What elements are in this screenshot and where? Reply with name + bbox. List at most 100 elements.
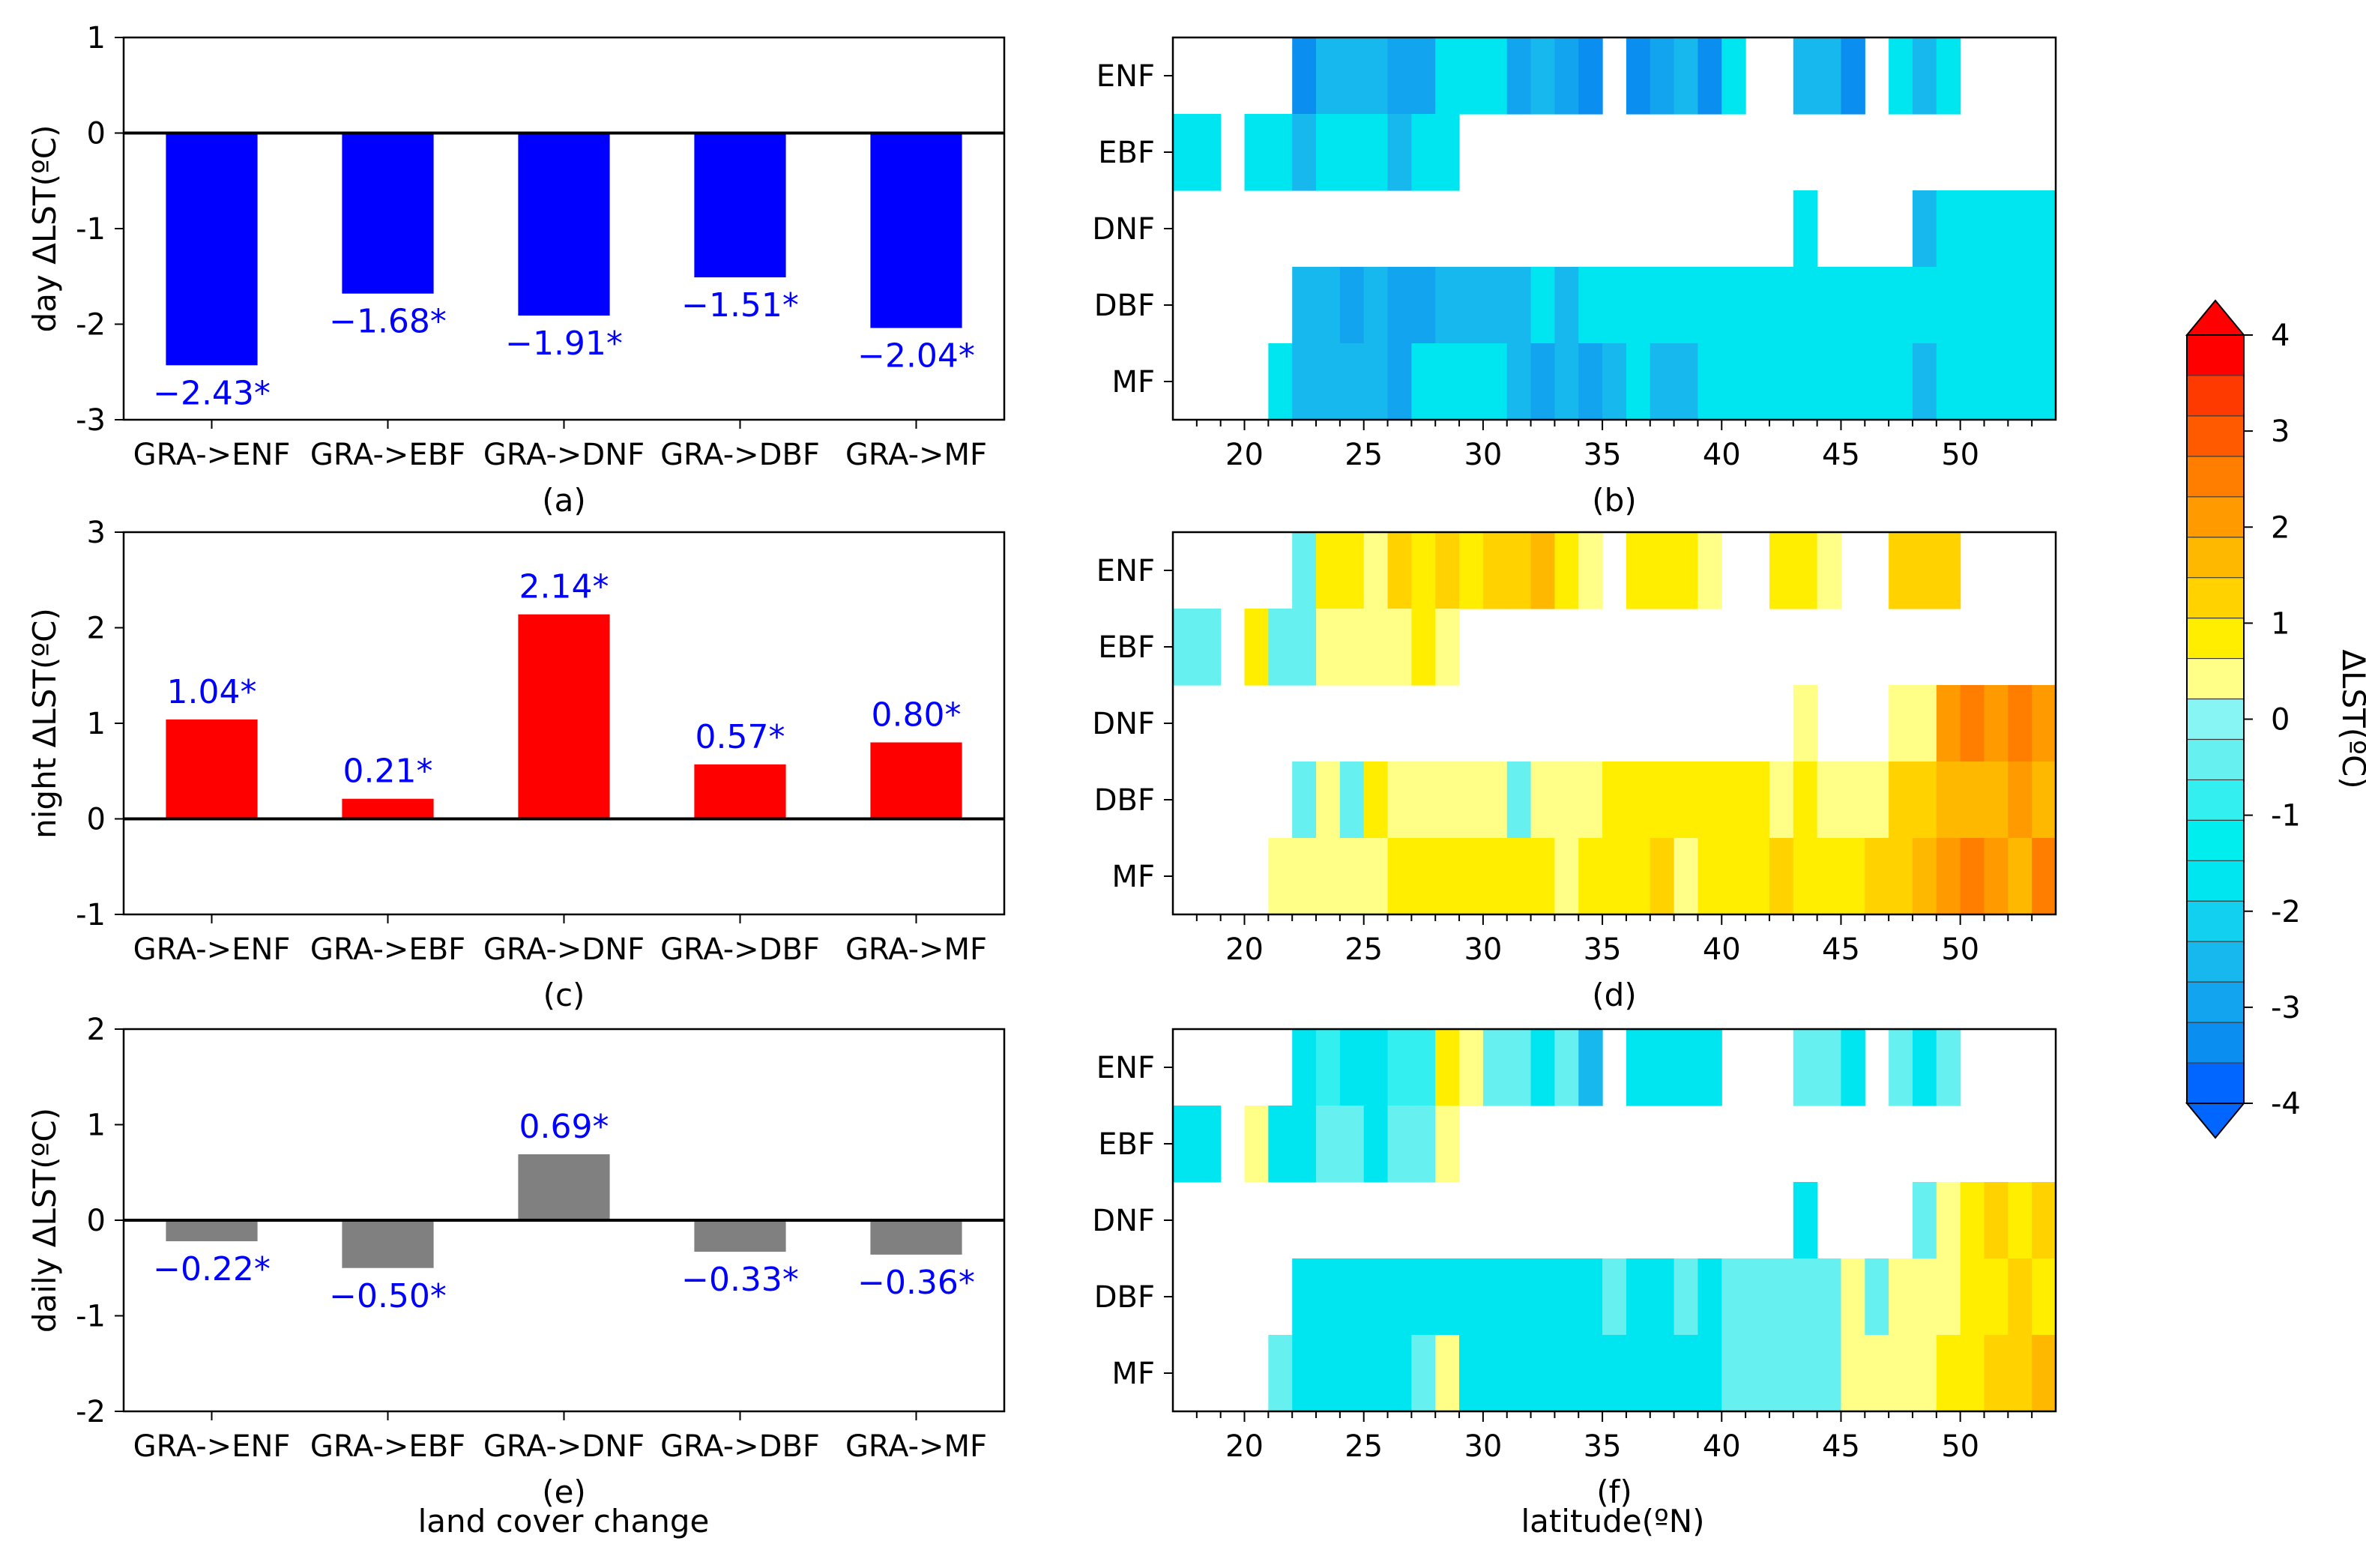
x-tick-label-e-4: GRA->MF	[845, 1429, 987, 1464]
cell-d-enf-48	[1912, 532, 1937, 609]
cell-d-enf-33	[1554, 532, 1579, 609]
cell-d-mf-23	[1316, 838, 1341, 915]
row-label-b-0: ENF	[1096, 59, 1155, 94]
cell-f-dbf-51	[1984, 1258, 2009, 1336]
cell-b-dbf-52	[2008, 267, 2032, 344]
colorbar-segment-9	[2187, 699, 2244, 740]
x-tick-label-f-5: 45	[1822, 1429, 1860, 1464]
cell-f-dbf-36	[1626, 1258, 1651, 1336]
cell-f-dbf-22	[1292, 1258, 1317, 1336]
cell-d-ebf-28	[1435, 609, 1460, 686]
cell-d-enf-32	[1530, 532, 1556, 609]
x-tick-label-c-2: GRA->DNF	[483, 932, 645, 967]
data-label-a-1: −1.68*	[329, 303, 447, 341]
cell-d-mf-53	[2032, 838, 2056, 915]
cell-d-mf-30	[1482, 838, 1508, 915]
row-label-d-4: MF	[1111, 860, 1155, 894]
cell-d-dbf-52	[2008, 762, 2032, 839]
cell-f-dbf-44	[1817, 1258, 1842, 1336]
x-tick-label-e-2: GRA->DNF	[483, 1429, 645, 1464]
bar-c-0	[166, 719, 258, 819]
colorbar-segment-11	[2187, 618, 2244, 660]
cell-f-enf-23	[1316, 1029, 1341, 1106]
x-tick-label-d-6: 50	[1941, 932, 1979, 967]
heatmap-x-axis-label: latitude(ºN)	[1521, 1503, 1704, 1540]
row-label-b-2: DNF	[1092, 212, 1155, 247]
cell-d-ebf-18	[1196, 609, 1222, 686]
cell-b-enf-36	[1626, 37, 1651, 115]
x-tick-label-b-5: 45	[1822, 438, 1860, 472]
cell-b-dbf-22	[1292, 267, 1317, 344]
cell-f-ebf-25	[1363, 1106, 1389, 1183]
x-tick-label-d-3: 35	[1584, 932, 1622, 967]
cell-b-enf-26	[1387, 37, 1412, 115]
cell-b-ebf-25	[1363, 114, 1389, 191]
row-label-f-1: EBF	[1098, 1127, 1155, 1162]
cell-f-dbf-43	[1793, 1258, 1818, 1336]
cell-f-enf-36	[1626, 1029, 1651, 1106]
colorbar-segment-17	[2187, 375, 2244, 417]
row-label-b-4: MF	[1111, 365, 1155, 399]
cell-d-dnf-49	[1936, 685, 1961, 762]
cell-b-dbf-38	[1674, 267, 1699, 344]
cell-f-ebf-28	[1435, 1106, 1460, 1183]
cell-d-enf-28	[1435, 532, 1460, 609]
panel-e-daily-bar-chart: −0.22* GRA->ENF −0.50* GRA->EBF 0.69* GRA->DN…	[26, 1013, 1006, 1510]
cell-d-mf-37	[1650, 838, 1675, 915]
cell-f-mf-40	[1721, 1335, 1746, 1412]
cell-b-enf-22	[1292, 37, 1317, 115]
cell-f-mf-47	[1889, 1335, 1913, 1412]
cell-d-enf-31	[1506, 532, 1532, 609]
cell-b-enf-29	[1459, 37, 1484, 115]
row-label-d-0: ENF	[1096, 554, 1155, 588]
cell-d-enf-22	[1292, 532, 1317, 609]
x-tick-label-f-1: 25	[1345, 1429, 1383, 1464]
cell-b-enf-40	[1721, 37, 1746, 115]
cell-b-enf-25	[1363, 37, 1389, 115]
caption-a: (a)	[542, 482, 586, 519]
cell-d-ebf-24	[1339, 609, 1365, 686]
cell-b-dbf-43	[1793, 267, 1818, 344]
cell-d-enf-44	[1817, 532, 1842, 609]
cell-f-mf-42	[1769, 1335, 1794, 1412]
cell-f-enf-49	[1936, 1029, 1961, 1106]
cell-b-ebf-18	[1196, 114, 1222, 191]
caption-b: (b)	[1592, 482, 1636, 519]
colorbar-segment-1	[2187, 1022, 2244, 1064]
cell-d-dbf-45	[1841, 762, 1865, 839]
cell-b-mf-47	[1889, 343, 1913, 420]
cell-d-mf-29	[1459, 838, 1484, 915]
cell-d-dbf-26	[1387, 762, 1412, 839]
colorbar-segment-5	[2187, 860, 2244, 902]
row-label-b-1: EBF	[1098, 136, 1155, 170]
cell-d-dbf-51	[1984, 762, 2009, 839]
cell-f-ebf-22	[1292, 1106, 1317, 1183]
colorbar-segment-0	[2187, 1063, 2244, 1104]
cell-f-dbf-25	[1363, 1258, 1389, 1336]
cell-d-ebf-27	[1411, 609, 1436, 686]
panel-b-day-heatmap: ENF EBF DNF DBF MF 20 25 30 35 40 45 50 (b)	[1092, 36, 2057, 519]
cell-b-mf-29	[1459, 343, 1484, 420]
cell-d-enf-49	[1936, 532, 1961, 609]
cell-d-enf-24	[1339, 532, 1365, 609]
cell-d-mf-24	[1339, 838, 1365, 915]
x-tick-label-b-0: 20	[1225, 438, 1264, 472]
cell-f-mf-23	[1316, 1335, 1341, 1412]
cell-b-mf-31	[1506, 343, 1532, 420]
cell-b-mf-27	[1411, 343, 1436, 420]
cell-f-enf-27	[1411, 1029, 1436, 1106]
bar-c-4	[870, 742, 962, 819]
bar-a-0	[166, 133, 258, 366]
cell-f-mf-38	[1674, 1335, 1699, 1412]
cell-f-dnf-50	[1960, 1182, 1985, 1259]
cell-f-mf-41	[1745, 1335, 1770, 1412]
cell-d-dbf-37	[1650, 762, 1675, 839]
cell-f-mf-21	[1268, 1335, 1293, 1412]
cell-f-dnf-48	[1912, 1182, 1937, 1259]
cell-d-dbf-33	[1554, 762, 1579, 839]
cell-d-enf-38	[1674, 532, 1699, 609]
y-tick-label-c-3: 0	[87, 803, 106, 837]
data-label-a-0: −2.43*	[153, 374, 271, 412]
plot-frame-e	[122, 1028, 1006, 1413]
cell-b-dbf-33	[1554, 267, 1579, 344]
